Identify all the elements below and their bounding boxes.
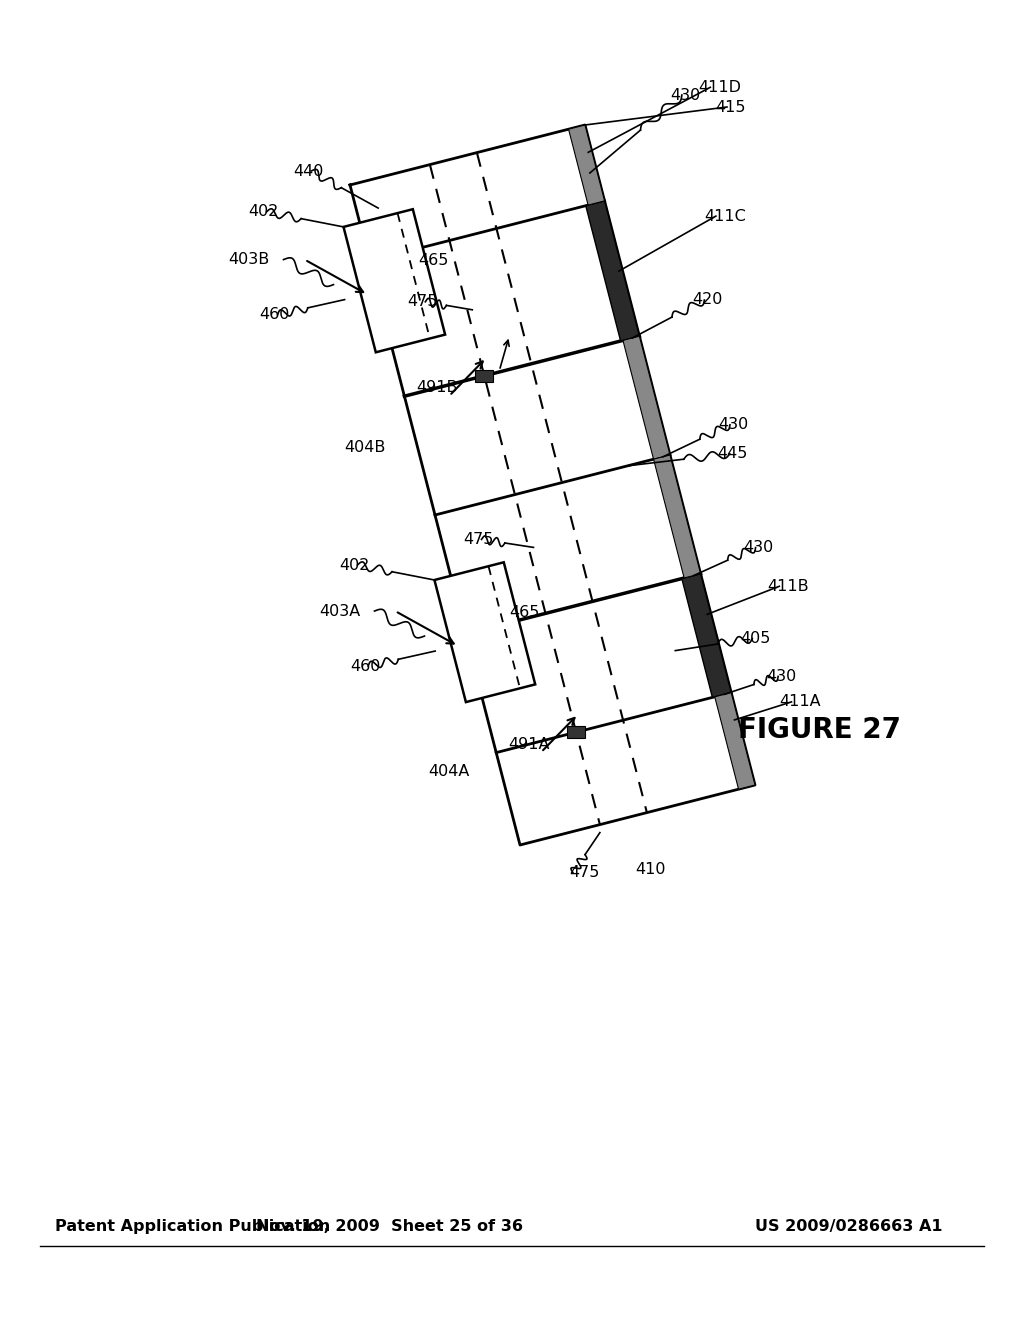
Text: 404A: 404A [428,763,469,779]
Polygon shape [568,125,604,205]
Text: 465: 465 [419,253,450,268]
Polygon shape [715,693,755,789]
Text: 430: 430 [718,417,749,433]
Text: 402: 402 [248,205,279,219]
Polygon shape [682,574,731,697]
Text: 415: 415 [715,99,745,115]
Text: 460: 460 [259,308,290,322]
Text: 491B: 491B [417,380,458,395]
Polygon shape [623,337,670,459]
Text: 411D: 411D [698,79,741,95]
Text: 411C: 411C [703,209,745,223]
Text: 465: 465 [509,605,540,620]
Polygon shape [370,201,639,396]
Text: 430: 430 [743,540,774,556]
Text: 475: 475 [569,865,600,880]
Text: 430: 430 [766,669,797,684]
Text: 445: 445 [718,446,749,461]
Polygon shape [404,337,670,515]
Text: 430: 430 [670,87,700,103]
Text: US 2009/0286663 A1: US 2009/0286663 A1 [755,1218,942,1233]
Polygon shape [434,562,536,702]
Text: 403B: 403B [228,252,269,267]
Text: 404B: 404B [345,440,386,455]
Text: 405: 405 [740,631,771,645]
Text: FIGURE 27: FIGURE 27 [738,715,901,744]
Text: 402: 402 [339,557,370,573]
Text: 491A: 491A [508,737,550,751]
Text: Patent Application Publication: Patent Application Publication [55,1218,331,1233]
Text: 475: 475 [407,294,437,309]
Text: 411B: 411B [767,578,809,594]
Text: 475: 475 [463,532,494,546]
Polygon shape [653,455,700,578]
Text: 410: 410 [636,862,667,876]
Text: Nov. 19, 2009  Sheet 25 of 36: Nov. 19, 2009 Sheet 25 of 36 [256,1218,523,1233]
Text: 460: 460 [350,659,380,673]
FancyBboxPatch shape [475,370,494,381]
Text: 403A: 403A [319,603,360,619]
Polygon shape [586,201,639,341]
Text: 420: 420 [692,293,723,308]
Text: 411A: 411A [779,694,821,709]
FancyBboxPatch shape [567,726,585,738]
Polygon shape [466,574,731,752]
Polygon shape [497,693,755,845]
Text: 440: 440 [293,164,324,178]
Polygon shape [435,455,700,634]
Polygon shape [350,125,604,261]
Polygon shape [343,209,445,352]
